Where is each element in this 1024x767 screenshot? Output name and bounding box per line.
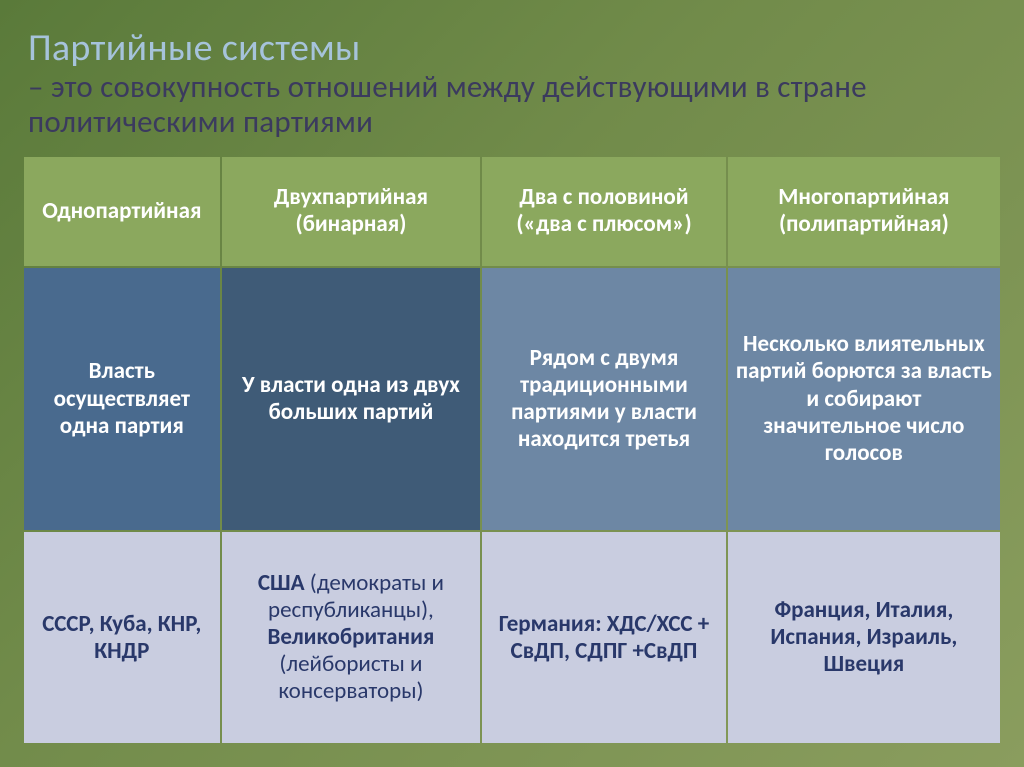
header-cell: Два с половиной («два с плюсом») (482, 157, 726, 266)
table-description-row: Власть осуществляет одна партия У власти… (24, 268, 1000, 531)
description-cell: Власть осуществляет одна партия (24, 268, 220, 531)
title-subtitle: – это совокупность отношений между дейст… (28, 70, 1002, 141)
header-cell: Двухпартийная (бинарная) (222, 157, 481, 266)
description-cell: Рядом с двумя традиционными партиями у в… (482, 268, 726, 531)
table-examples-row: СССР, Куба, КНР, КНДР США (демократы и р… (24, 532, 1000, 743)
example-cell: Германия: ХДС/ХСС + СвДП, СДПГ +СвДП (482, 532, 726, 743)
slide: Партийные системы – это совокупность отн… (0, 0, 1024, 767)
example-cell: СССР, Куба, КНР, КНДР (24, 532, 220, 743)
example-cell: США (демократы и республиканцы), Великоб… (222, 532, 481, 743)
description-cell: У власти одна из двух больших партий (222, 268, 481, 531)
title-block: Партийные системы – это совокупность отн… (22, 28, 1002, 141)
example-cell: Франция, Италия, Испания, Израиль, Швеци… (728, 532, 1000, 743)
table-header-row: Однопартийная Двухпартийная (бинарная) Д… (24, 157, 1000, 266)
party-systems-table: Однопартийная Двухпартийная (бинарная) Д… (22, 155, 1002, 745)
header-cell: Многопартийная (полипартийная) (728, 157, 1000, 266)
title-main: Партийные системы (28, 28, 1002, 70)
header-cell: Однопартийная (24, 157, 220, 266)
description-cell: Несколько влиятельных партий борются за … (728, 268, 1000, 531)
